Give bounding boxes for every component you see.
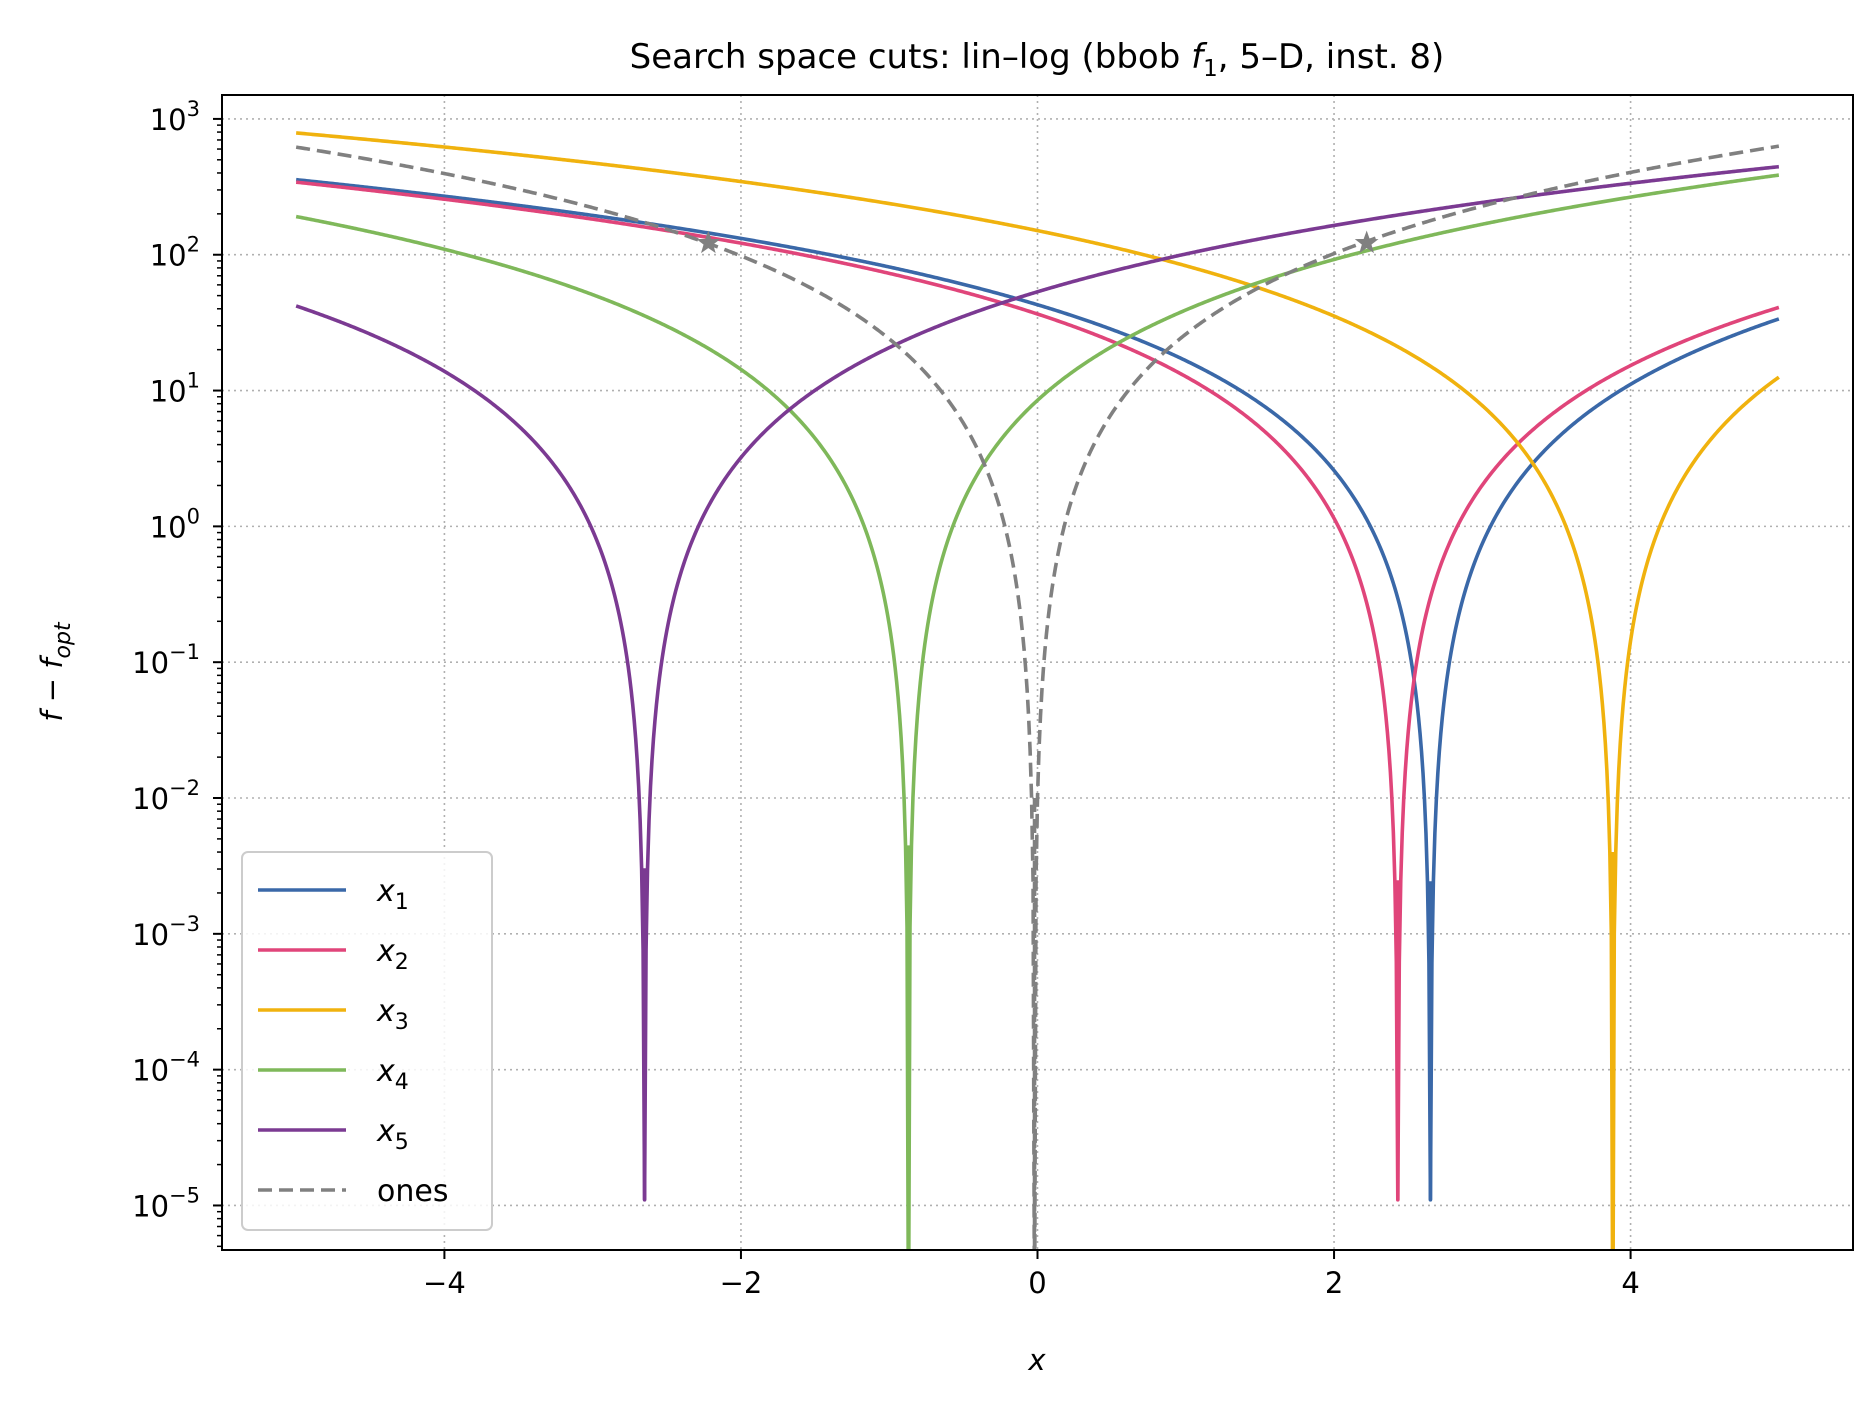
legend: x1 x2 x3 x4 x5 ones — [241, 851, 493, 1231]
y-tick-label: 100 — [150, 504, 200, 544]
series-layer — [295, 131, 1780, 1250]
y-tick-label: 101 — [150, 369, 200, 409]
series-line-x4 — [295, 173, 1780, 1250]
legend-label-x1: x1 — [376, 874, 409, 915]
chart-title-rest: , 5–D, inst. 8) — [1218, 37, 1445, 77]
series-line-x5 — [295, 164, 1780, 1202]
grid-lines — [222, 95, 1853, 1250]
y-tick-label: 10−3 — [132, 912, 200, 952]
x-tick-label: −2 — [720, 1266, 763, 1300]
y-axis-label: f − fopt — [35, 621, 76, 722]
x-tick-label: 4 — [1621, 1266, 1639, 1300]
legend-label-x5: x5 — [376, 1114, 409, 1155]
star-marker — [696, 230, 721, 254]
y-tick-label: 102 — [150, 233, 200, 273]
x-tick-label: 0 — [1028, 1266, 1046, 1300]
chart-title-sub: 1 — [1203, 56, 1218, 82]
series-line-ones — [295, 144, 1780, 1250]
legend-label-x3: x3 — [376, 994, 409, 1035]
series-line-x2 — [295, 180, 1780, 1202]
y-tick-label: 10−4 — [132, 1048, 200, 1088]
star-marker — [1354, 230, 1379, 254]
axes: −4 −2 0 2 4 10−5 10−4 10−3 10−2 10−1 100 101 102 103 — [132, 94, 1854, 1300]
legend-label-x2: x2 — [376, 934, 409, 975]
legend-box — [241, 851, 493, 1231]
y-tick-label: 10−2 — [132, 776, 200, 816]
x-tick-label: −4 — [423, 1266, 466, 1300]
x-tick-label: 2 — [1325, 1266, 1343, 1300]
x-axis-label: x — [1027, 1343, 1046, 1377]
legend-label-x4: x4 — [376, 1054, 409, 1095]
y-tick-label: 10−1 — [132, 640, 200, 680]
series-line-x3 — [295, 131, 1780, 1250]
chart-title: Search space cuts: lin–log (bbob f1, 5–D… — [630, 37, 1445, 82]
y-tick-label: 10−5 — [132, 1183, 200, 1223]
legend-label-ones: ones — [377, 1174, 448, 1209]
chart-title-main: Search space cuts: lin–log (bbob — [630, 37, 1191, 77]
y-tick-label: 103 — [150, 97, 200, 137]
